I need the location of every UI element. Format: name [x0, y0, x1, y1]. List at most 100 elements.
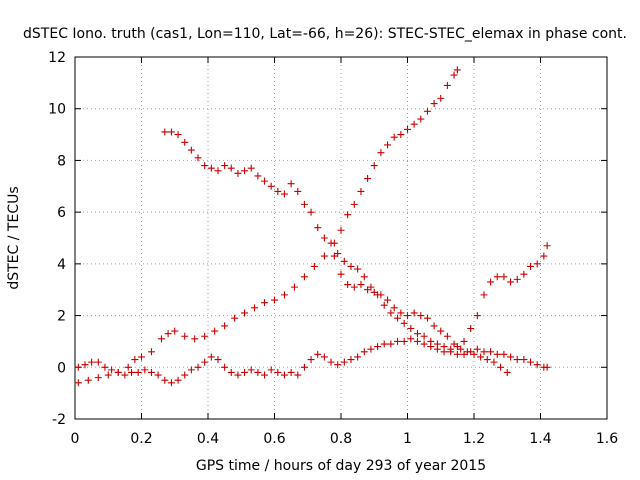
data-point [164, 330, 172, 338]
data-point [287, 180, 295, 188]
data-point [171, 327, 179, 335]
data-point [443, 81, 451, 89]
data-point [340, 358, 348, 366]
data-point [364, 175, 372, 183]
data-point [357, 187, 365, 195]
series-4 [330, 252, 511, 376]
x-tick-label: 1.4 [529, 431, 551, 447]
data-point [367, 345, 375, 353]
data-point [407, 335, 415, 343]
data-point [437, 94, 445, 102]
data-point [227, 368, 235, 376]
data-point [261, 371, 269, 379]
x-axis-label: GPS time / hours of day 293 of year 2015 [196, 458, 486, 474]
data-point [187, 366, 195, 374]
data-point [507, 353, 515, 361]
y-tick-label: -2 [52, 412, 66, 428]
data-point [370, 162, 378, 170]
data-point [520, 356, 528, 364]
data-point [307, 356, 315, 364]
data-point [337, 226, 345, 234]
data-point [161, 128, 169, 136]
y-tick-label: 0 [57, 360, 66, 376]
data-point [503, 368, 511, 376]
data-point [350, 200, 358, 208]
data-point [267, 182, 275, 190]
x-tick-label: 0.4 [197, 431, 219, 447]
chart-title: dSTEC Iono. truth (cas1, Lon=110, Lat=-6… [23, 26, 627, 42]
data-point [477, 353, 485, 361]
y-tick-label: 10 [48, 102, 66, 118]
data-point [453, 350, 461, 358]
data-point [527, 262, 535, 270]
data-point [407, 325, 415, 332]
data-point [194, 363, 202, 371]
data-point [417, 115, 425, 123]
data-point [74, 379, 82, 387]
data-point [211, 327, 219, 335]
data-point [533, 260, 541, 268]
data-point [314, 350, 322, 358]
data-point [201, 162, 209, 170]
data-point [447, 345, 455, 353]
data-point [234, 169, 242, 177]
data-point [374, 343, 382, 351]
data-point [267, 366, 275, 374]
data-point [207, 164, 215, 172]
data-point [261, 177, 269, 185]
data-point [94, 374, 102, 382]
data-point [81, 361, 89, 369]
data-point [354, 265, 362, 273]
data-point [433, 345, 441, 353]
data-point [413, 337, 421, 345]
x-tick-label: 0.8 [330, 431, 352, 447]
data-point [327, 239, 335, 247]
data-point [507, 278, 515, 286]
data-point [290, 283, 298, 291]
data-point [350, 283, 358, 291]
data-point [463, 348, 471, 356]
data-point [254, 172, 262, 180]
data-point [437, 327, 445, 335]
data-point [384, 296, 392, 304]
data-point [287, 368, 295, 376]
data-point [310, 262, 318, 270]
data-point [347, 356, 355, 364]
data-point [404, 125, 411, 133]
data-point [114, 368, 122, 376]
data-point [423, 314, 431, 322]
data-point [443, 332, 451, 340]
data-point [294, 187, 302, 195]
data-point [104, 371, 112, 379]
data-point [450, 71, 458, 79]
data-point [394, 314, 402, 322]
series-2 [161, 128, 551, 371]
data-point [157, 335, 165, 343]
data-point [320, 234, 328, 242]
data-point [138, 353, 145, 361]
data-point [88, 358, 96, 366]
data-point [533, 361, 541, 369]
y-tick-label: 6 [57, 205, 66, 221]
data-point [473, 312, 481, 320]
data-point [384, 141, 392, 149]
data-point [380, 301, 388, 309]
data-point [387, 340, 395, 348]
data-point [174, 376, 182, 384]
data-point [410, 120, 418, 128]
data-point [314, 224, 322, 232]
data-point [300, 200, 308, 208]
data-point [400, 337, 408, 345]
data-point [147, 348, 155, 356]
data-point [423, 107, 431, 115]
data-point [543, 242, 551, 250]
data-point [420, 332, 428, 340]
data-point [360, 348, 368, 356]
data-point [473, 345, 481, 353]
data-point [128, 368, 136, 376]
data-point [513, 356, 521, 364]
data-point [413, 330, 421, 338]
data-point [134, 368, 142, 376]
data-point [344, 281, 352, 289]
